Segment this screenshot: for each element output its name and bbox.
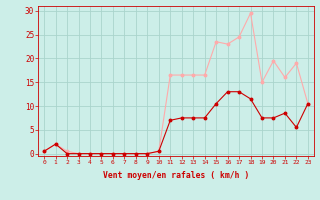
X-axis label: Vent moyen/en rafales ( km/h ): Vent moyen/en rafales ( km/h ) xyxy=(103,171,249,180)
